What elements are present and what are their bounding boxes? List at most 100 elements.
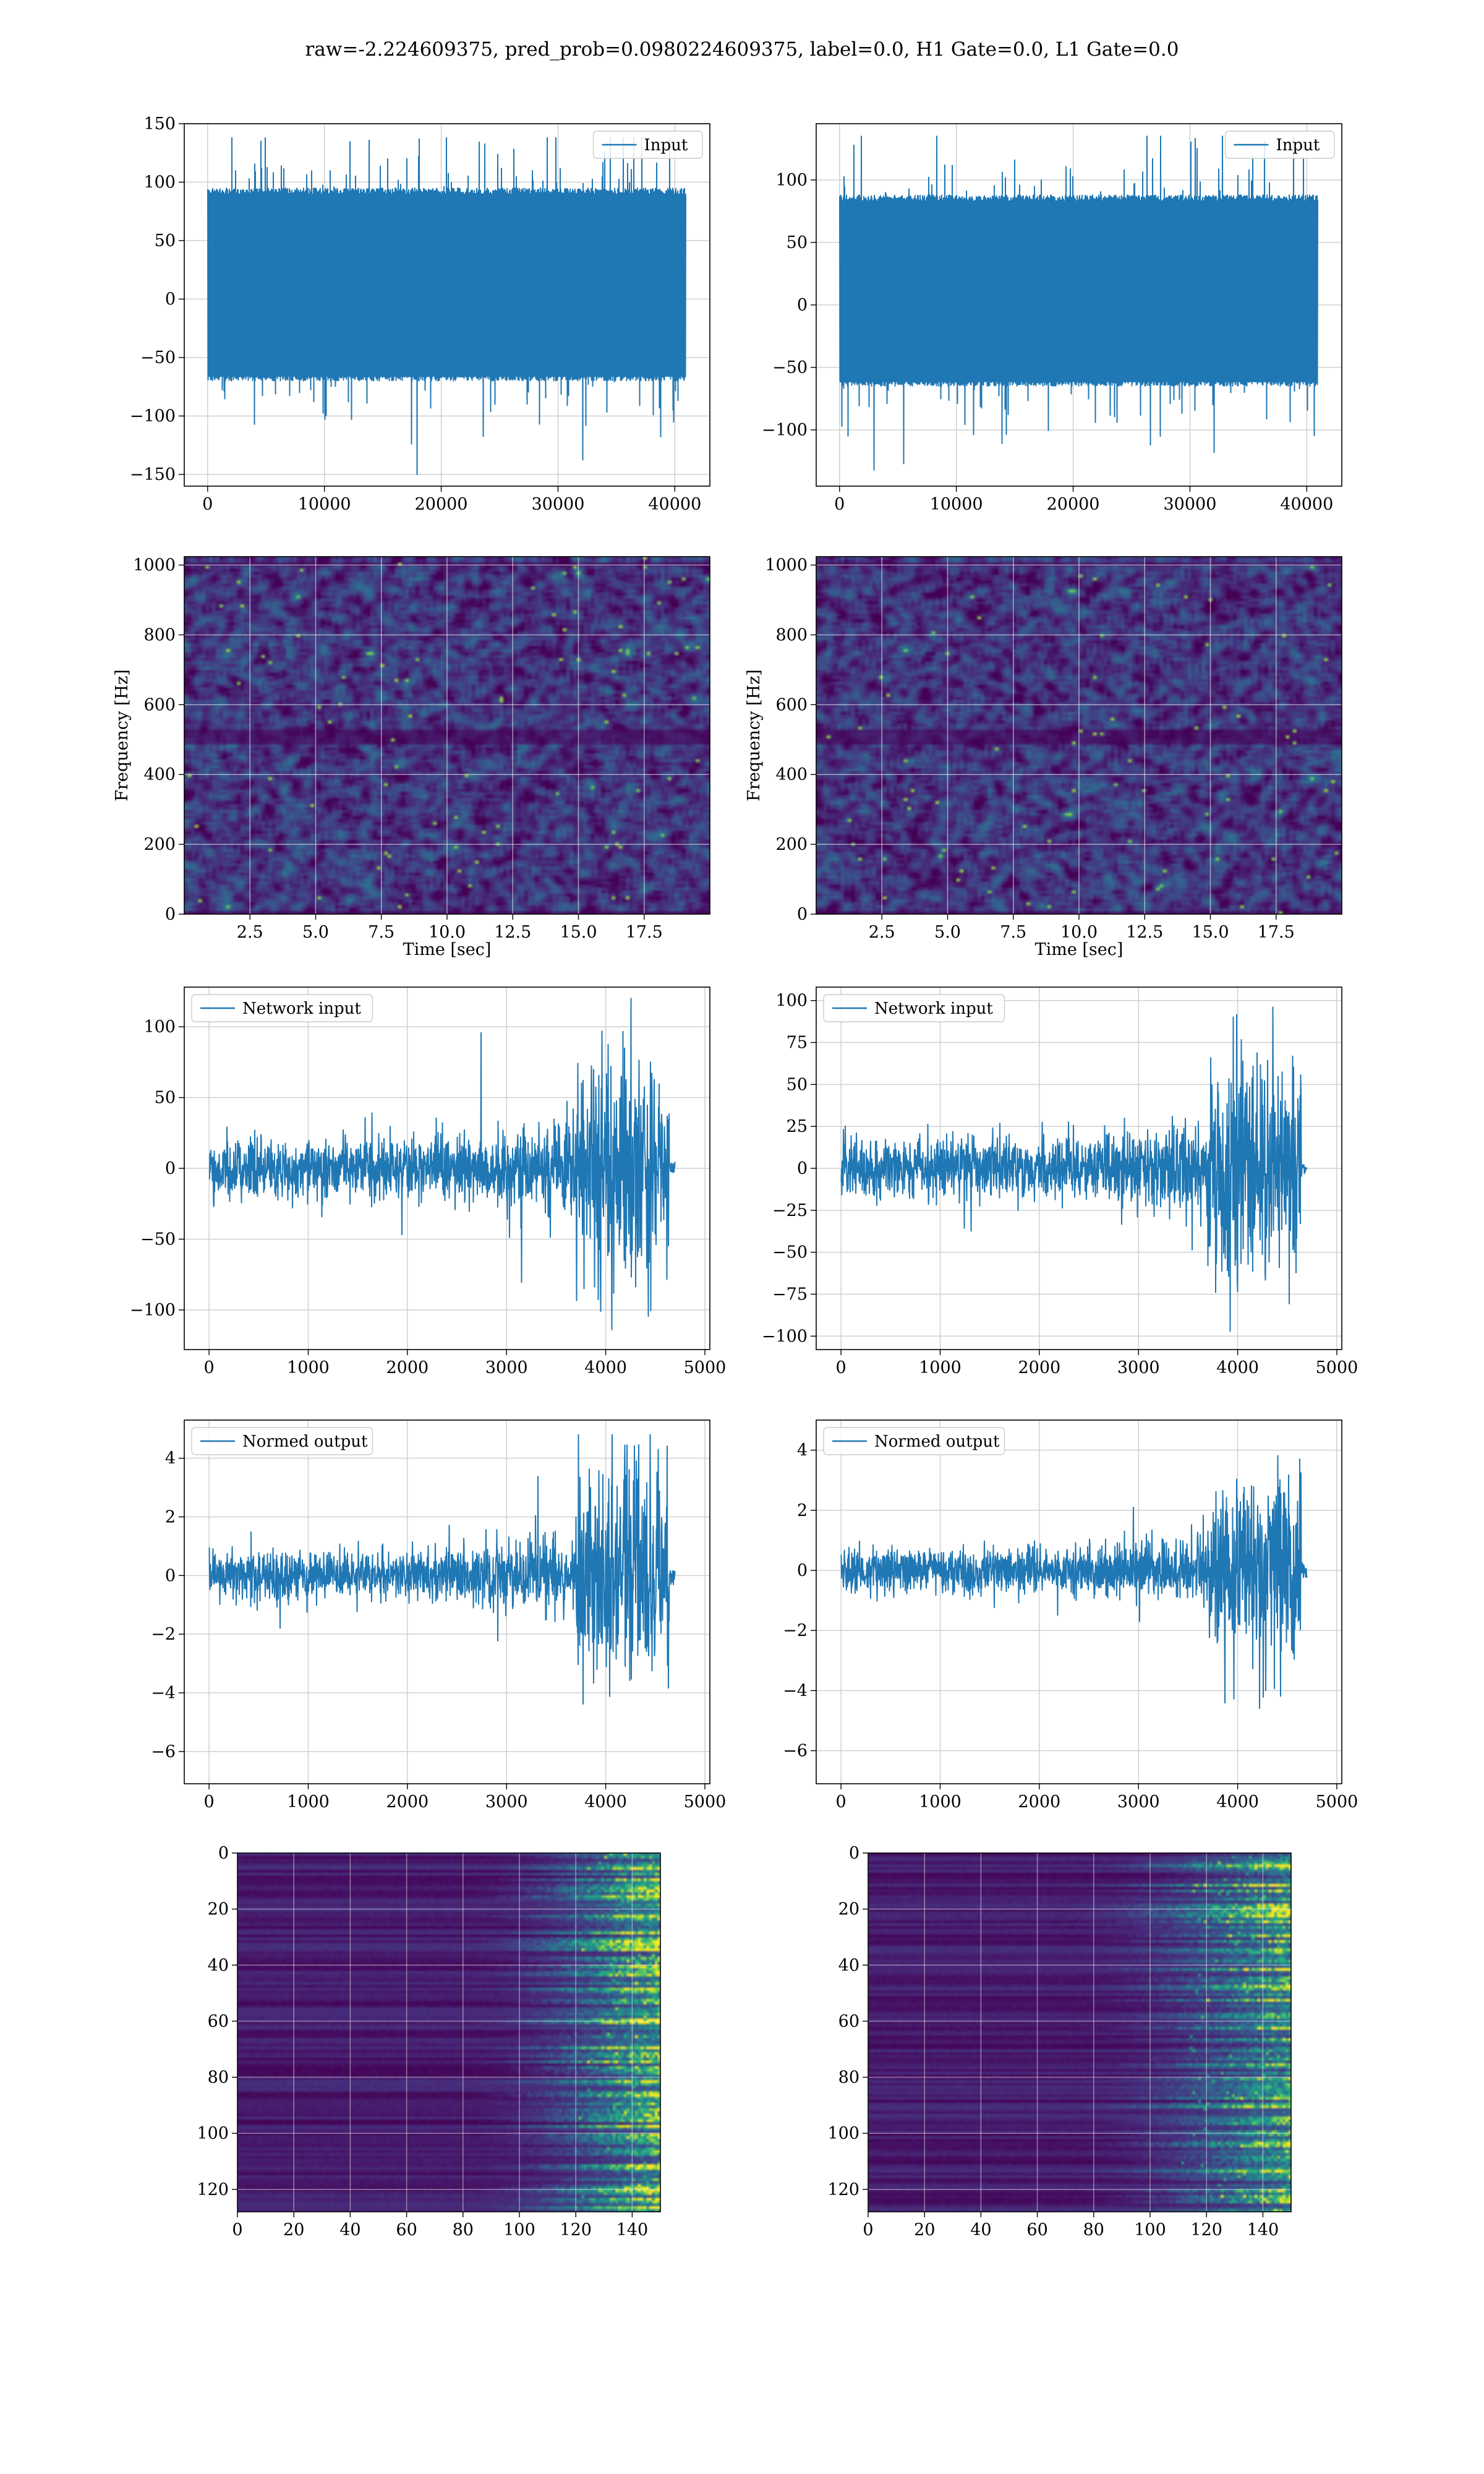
y-tick-label: 20 [838,1900,859,1919]
network-input-l1-plot: 0 1000 2000 3000 4000 5000 −100 −75 −50 −25 0 25 50 7… [762,987,1358,1377]
y-tick-label: 100 [143,173,176,192]
x-tick-label: 3000 [1117,1792,1160,1812]
x-tick-label: 0 [834,495,845,514]
spec-h1-plot: 2.5 5.0 7.5 10.0 12.5 15.0 17.5 0 200 400 600 800 10… [113,556,710,959]
x-tick-label: 5000 [684,1358,727,1377]
x-tick-label: 60 [1026,2220,1047,2240]
x-tick-label: 60 [396,2220,417,2240]
x-tick-label: 5000 [684,1792,727,1812]
normed-output-l1-plot: 0 1000 2000 3000 4000 5000 −6 −4 −2 0 2 4 Normed out… [783,1419,1358,1812]
x-tick-label: 0 [836,1358,846,1377]
y-tick-label: −25 [772,1201,808,1220]
series-core-band [839,200,1318,382]
input-h1-plot: 0 10000 20000 30000 40000 −150 −100 −50 0 50 100 15… [130,114,710,514]
x-tick-label: 140 [616,2220,649,2240]
series-line [208,998,676,1330]
y-axis-label: Frequency [Hz] [113,669,132,801]
y-tick-label: 400 [775,765,808,784]
y-tick-label: 40 [208,1956,229,1975]
legend-label: Normed output [242,1432,368,1451]
y-tick-label: 0 [797,1561,808,1580]
x-tick-label: 80 [1083,2220,1104,2240]
legend-label: Input [644,136,688,155]
x-tick-label: 17.5 [1258,923,1295,942]
y-tick-label: −4 [151,1684,176,1703]
x-tick-label: 2000 [386,1792,429,1812]
y-tick-label: −75 [772,1285,808,1304]
x-tick-label: 0 [204,1792,215,1812]
legend: Input [1224,131,1335,159]
y-tick-label: 2 [797,1501,808,1520]
y-tick-label: 60 [208,2012,229,2031]
y-tick-label: 1000 [133,556,176,575]
feature-map-l1-plot: 0 20 40 60 80 100 120 140 0 20 40 60 80 100 120 [827,1844,1292,2240]
y-tick-label: 100 [775,171,808,190]
y-tick-label: 50 [155,231,176,250]
x-tick-label: 0 [202,495,213,514]
x-tick-label: 0 [232,2220,242,2240]
axes-frame [868,1852,1292,2212]
y-tick-label: 200 [775,835,808,854]
network-input-h1-plot: 0 1000 2000 3000 4000 5000 −100 −50 0 50 100 Networ… [130,987,727,1377]
y-tick-label: 1000 [765,556,808,575]
axes-frame [184,556,710,915]
series-core-band [207,193,686,377]
y-tick-label: 100 [827,2124,859,2143]
y-tick-label: 2 [165,1507,176,1526]
legend: Normed output [191,1427,373,1455]
y-tick-label: 0 [849,1844,859,1863]
y-tick-label: −50 [140,1230,176,1249]
x-tick-label: 20 [283,2220,304,2240]
y-tick-label: 800 [143,625,176,644]
legend-label: Network input [242,999,361,1018]
x-tick-label: 30000 [1163,495,1216,514]
x-tick-label: 7.5 [1000,923,1026,942]
y-tick-label: 20 [208,1900,229,1919]
y-tick-label: 0 [165,1566,176,1585]
axes-frame [184,123,710,487]
y-tick-label: 100 [775,991,808,1011]
x-tick-label: 4000 [1216,1792,1259,1812]
axes-frame [816,1419,1342,1784]
x-tick-label: 5.0 [934,923,961,942]
feature-map-image [868,1853,1291,2212]
y-tick-label: −100 [762,421,808,440]
x-tick-label: 40000 [1280,495,1333,514]
y-tick-label: −6 [783,1742,808,1761]
y-tick-label: 75 [787,1034,808,1053]
y-tick-label: 600 [143,695,176,714]
feature-map-image [237,1853,660,2212]
y-tick-label: 0 [797,905,808,924]
x-tick-label: 5.0 [302,923,329,942]
x-tick-label: 120 [560,2220,592,2240]
axes-frame [816,556,1342,915]
legend-box [823,994,1005,1022]
x-tick-label: 40 [339,2220,360,2240]
x-tick-label: 0 [204,1358,215,1377]
x-tick-label: 2.5 [237,923,263,942]
y-tick-label: 60 [838,2012,859,2031]
legend-box [1224,131,1335,159]
y-tick-label: −150 [130,465,176,484]
x-tick-label: 7.5 [368,923,394,942]
x-tick-label: 4000 [584,1358,627,1377]
y-tick-label: −6 [151,1742,176,1761]
x-tick-label: 140 [1247,2220,1279,2240]
x-tick-label: 4000 [584,1792,627,1812]
y-tick-label: 0 [165,1159,176,1178]
spec-l1-plot: 2.5 5.0 7.5 10.0 12.5 15.0 17.5 0 200 400 600 800 10… [744,556,1342,959]
x-tick-label: 10000 [930,495,983,514]
y-tick-label: 0 [797,296,808,315]
y-tick-label: 80 [208,2068,229,2087]
series-line [208,1434,676,1705]
x-tick-label: 1000 [287,1358,330,1377]
axes-frame [184,987,710,1350]
x-tick-label: 1000 [287,1792,330,1812]
x-tick-label: 10.0 [1060,923,1098,942]
x-tick-label: 3000 [1117,1358,1160,1377]
normed-output-h1-plot: 0 1000 2000 3000 4000 5000 −6 −4 −2 0 2 4 Normed out… [151,1419,727,1812]
x-tick-label: 2.5 [869,923,895,942]
legend: Normed output [823,1427,1005,1455]
legend-box [592,131,703,159]
y-tick-label: 150 [143,114,176,134]
